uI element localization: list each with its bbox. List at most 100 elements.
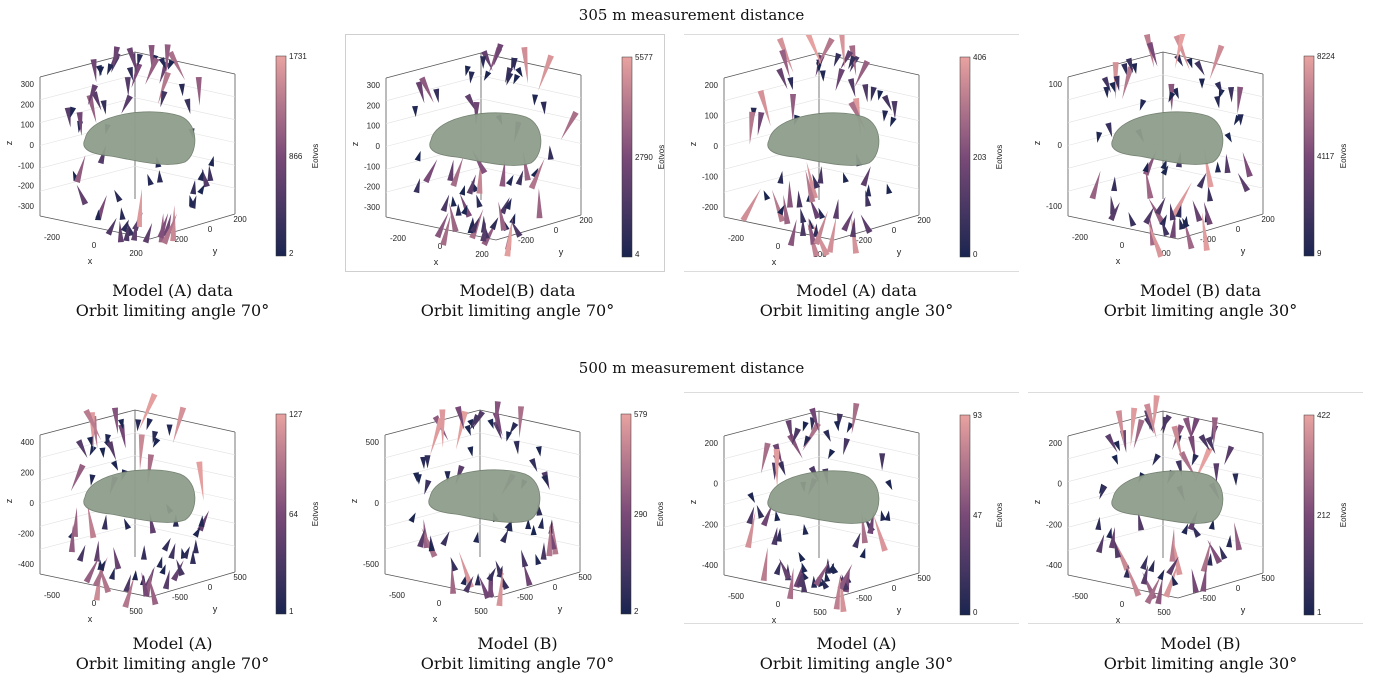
y-tick-label: 200 xyxy=(579,216,593,225)
gradient-cone xyxy=(504,197,512,210)
z-axis-label: z xyxy=(1032,499,1042,504)
gradient-cone xyxy=(787,433,803,459)
gradient-cone xyxy=(489,217,499,231)
gradient-cone xyxy=(1208,519,1215,530)
gradient-cone xyxy=(110,460,119,471)
gradient-cone xyxy=(813,560,830,587)
gradient-cone xyxy=(500,529,509,544)
asteroid-shape xyxy=(1111,470,1224,524)
gradient-cone xyxy=(499,197,510,215)
gradient-cone xyxy=(847,78,856,98)
gradient-cone xyxy=(1142,161,1149,173)
gradient-cone xyxy=(790,93,797,123)
gradient-cone xyxy=(1186,57,1193,69)
gradient-cone xyxy=(152,437,161,448)
gradient-cone xyxy=(1096,131,1103,143)
gradient-cone xyxy=(506,72,514,86)
gradient-cone xyxy=(1109,81,1116,93)
gradient-cone xyxy=(890,116,897,128)
gradient-cone xyxy=(190,179,197,195)
gradient-cone xyxy=(537,517,544,529)
gradient-cone xyxy=(450,156,464,188)
gradient-cone xyxy=(64,107,71,128)
gradient-cone xyxy=(840,49,854,70)
gradient-cone xyxy=(777,204,785,216)
colorbar-max-label: 579 xyxy=(634,410,648,419)
gradient-cone xyxy=(1173,34,1190,71)
gradient-cone xyxy=(809,407,819,432)
colorbar-mid-label: 866 xyxy=(289,152,303,161)
plot-panel-1-0: 400 200 0 -200 -400 z -500 0 500 x -500 0 500 y 127 64 1… xyxy=(0,392,335,624)
gradient-cones xyxy=(1089,34,1253,258)
gradient-cone xyxy=(93,540,100,562)
gradient-cone xyxy=(464,424,471,436)
gradient-cone xyxy=(740,188,761,222)
x-tick-label: -200 xyxy=(1072,233,1089,242)
gradient-cone xyxy=(1112,536,1131,571)
colorbar-mid-label: 212 xyxy=(1317,511,1331,520)
gradient-cone xyxy=(547,145,554,160)
gradient-cone xyxy=(486,567,496,582)
gradient-cone xyxy=(1113,440,1121,452)
gradient-cone xyxy=(1143,34,1155,68)
gradient-cone xyxy=(1143,403,1157,439)
gradient-cone xyxy=(802,421,809,432)
z-tick-label: 0 xyxy=(376,142,381,151)
gradient-cone xyxy=(831,563,839,575)
gradient-cone xyxy=(802,523,809,536)
gradient-cone xyxy=(506,431,512,442)
gradient-cone xyxy=(176,559,185,577)
gradient-cone xyxy=(1172,537,1183,576)
gradient-cone xyxy=(1214,95,1221,109)
gradient-cone xyxy=(801,574,808,593)
z-tick-label: 0 xyxy=(1058,480,1063,489)
panel-caption: Model(B) data Orbit limiting angle 70° xyxy=(345,281,690,321)
plot-panel-0-0: 300 200 100 0 -100 -200 -300 z -200 0 200 x -200 0 200… xyxy=(0,34,335,270)
gradient-cone xyxy=(1219,545,1228,560)
gradient-cone xyxy=(126,66,133,81)
gradient-cone xyxy=(121,94,133,114)
gradient-cone xyxy=(95,64,102,76)
gradient-cone xyxy=(124,77,131,97)
gradient-cone xyxy=(800,208,807,224)
panel-caption: Model (A) Orbit limiting angle 70° xyxy=(0,634,345,674)
gradient-cone xyxy=(1224,132,1232,143)
x-tick-label: -200 xyxy=(390,234,407,243)
y-tick-label: 0 xyxy=(554,226,559,235)
gradient-cone xyxy=(833,52,842,67)
gradient-cone xyxy=(198,515,205,527)
x-axis-label: x xyxy=(772,615,777,625)
gradient-cone xyxy=(493,43,504,67)
gradient-cone xyxy=(1214,161,1221,173)
y-axis-label: y xyxy=(897,247,902,257)
gradient-cone xyxy=(145,57,160,85)
x-tick-label: 0 xyxy=(92,599,97,608)
gradient-cone xyxy=(756,504,765,519)
z-tick-label: -500 xyxy=(363,560,380,569)
gradient-cone xyxy=(513,73,521,85)
colorbar xyxy=(959,414,971,616)
plot-panel-1-2: 200 0 -200 -400 z -500 0 500 x -500 0 500 y 93 47 0 Eotv… xyxy=(684,392,1019,625)
gradient-cone xyxy=(70,106,77,118)
gradient-cone xyxy=(777,171,784,184)
gradient-cone xyxy=(528,158,545,190)
caption-model: Model (A) data xyxy=(796,281,917,300)
gradient-cone xyxy=(1103,86,1110,99)
plot-panel-1-1: 500 0 -500 z -500 0 500 x -500 0 500 y 579 290 2 Eotvos xyxy=(345,392,680,624)
gradient-cone xyxy=(546,523,553,557)
gradient-cone xyxy=(487,418,494,430)
gradient-cone xyxy=(458,551,474,589)
gradient-cone xyxy=(496,568,503,607)
gradient-cone xyxy=(817,166,824,184)
z-axis-label: z xyxy=(688,499,698,504)
gradient-cone xyxy=(118,424,126,449)
gradient-cone xyxy=(1138,511,1145,531)
gradient-cone xyxy=(117,418,124,430)
asteroid-shape xyxy=(428,469,541,523)
z-tick-label: 300 xyxy=(367,81,381,90)
caption-model: Model (B) data xyxy=(1139,281,1261,300)
gradient-cone xyxy=(161,537,171,552)
gradient-cone xyxy=(811,575,818,588)
gradient-cone xyxy=(776,67,788,90)
gradient-cone xyxy=(1189,417,1200,442)
